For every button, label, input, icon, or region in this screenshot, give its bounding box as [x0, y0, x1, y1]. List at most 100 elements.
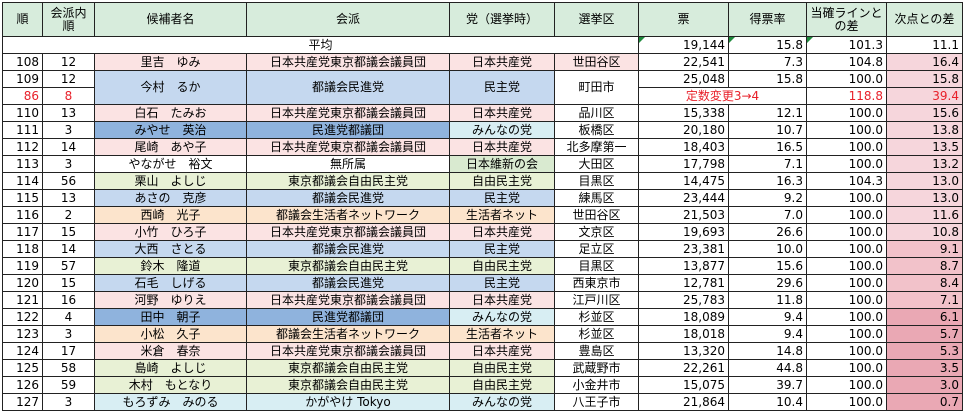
- col-rank: 順: [2, 2, 43, 37]
- header-row: 順 会派内順 候補者名 会派 党（選挙時） 選挙区 票 得票率 当確ラインとの差…: [2, 2, 963, 37]
- faction-cell: 都議会生活者ネットワーク: [246, 325, 450, 343]
- candidate-name: みやせ 英治: [94, 121, 247, 139]
- candidate-name: 尾崎 あや子: [94, 138, 247, 156]
- table-row: 112 14 尾崎 あや子 日本共産党東京都議会議員団 日本共産党 北多摩第一 18,403…: [2, 138, 963, 156]
- table-row: 116 2 西崎 光子 都議会生活者ネットワーク 生活者ネット 世田谷区 21,503 7.0…: [2, 206, 963, 224]
- line-diff-cell: 100.0: [806, 325, 887, 343]
- table-row: 115 13 あさの 克彦 都議会民進党 民主党 練馬区 23,444 9.2 100.0 13.…: [2, 189, 963, 207]
- rate-cell: 44.8: [728, 359, 807, 377]
- next-diff-cell: 15.8: [886, 70, 963, 88]
- rate-cell: 12.1: [728, 104, 807, 122]
- inner-rank-cell: 17: [42, 342, 95, 360]
- next-diff-cell: 8.7: [886, 257, 963, 275]
- col-votes: 票: [638, 2, 729, 37]
- faction-cell: 民進党都議団: [246, 308, 450, 326]
- party-cell: 日本共産党: [449, 291, 555, 309]
- line-diff-cell: 100.0: [806, 155, 887, 173]
- candidate-name: 西崎 光子: [94, 206, 247, 224]
- party-cell: 日本共産党: [449, 104, 555, 122]
- rank-cell: 120: [2, 274, 43, 292]
- party-cell: みんなの党: [449, 121, 555, 139]
- special-line-diff: 118.8: [806, 87, 887, 105]
- table-row: 109 12 今村 るか 都議会民進党 民主党 町田市 25,048 15.8 100.0 15.…: [2, 70, 963, 105]
- district-cell: 西東京市: [554, 274, 639, 292]
- table-row: 126 59 木村 もとなり 東京都議会自由民主党 自由民主党 小金井市 15,075 39.…: [2, 376, 963, 394]
- line-diff-cell: 100.0: [806, 240, 887, 258]
- faction-cell: 都議会民進党: [246, 70, 450, 105]
- party-cell: 自由民主党: [449, 172, 555, 190]
- col-next-diff: 次点との差: [886, 2, 963, 37]
- candidate-name: 白石 たみお: [94, 104, 247, 122]
- table-row: 122 4 田中 朝子 民進党都議団 みんなの党 杉並区 18,089 9.4 100.0 6.1: [2, 308, 963, 326]
- line-diff-cell: 100.0: [806, 359, 887, 377]
- average-votes: 19,144: [638, 36, 729, 54]
- special-next-diff: 39.4: [886, 87, 963, 105]
- rate-cell: 9.2: [728, 189, 807, 207]
- candidate-name: 大西 さとる: [94, 240, 247, 258]
- next-diff-cell: 11.6: [886, 206, 963, 224]
- col-candidate: 候補者名: [94, 2, 247, 37]
- rate-cell: 11.8: [728, 291, 807, 309]
- faction-cell: 無所属: [246, 155, 450, 173]
- district-cell: 練馬区: [554, 189, 639, 207]
- faction-cell: 日本共産党東京都議会議員団: [246, 223, 450, 241]
- rate-cell: 14.8: [728, 342, 807, 360]
- rate-cell: 39.7: [728, 376, 807, 394]
- faction-cell: 民進党都議団: [246, 121, 450, 139]
- line-diff-cell: 100.0: [806, 257, 887, 275]
- inner-rank-cell: 13: [42, 104, 95, 122]
- inner-rank-cell: 14: [42, 240, 95, 258]
- line-diff-cell: 100.0: [806, 393, 887, 411]
- rank-cell: 125: [2, 359, 43, 377]
- faction-cell: 日本共産党東京都議会議員団: [246, 342, 450, 360]
- average-row: 平均 19,144 15.8 101.3 11.1: [2, 36, 963, 54]
- votes-cell: 20,180: [638, 121, 729, 139]
- rate-cell: 7.0: [728, 206, 807, 224]
- party-cell: みんなの党: [449, 393, 555, 411]
- votes-cell: 17,798: [638, 155, 729, 173]
- col-district: 選挙区: [554, 2, 639, 37]
- rank-cell: 108: [2, 53, 43, 71]
- candidate-name: 島崎 よしじ: [94, 359, 247, 377]
- candidate-name: 木村 もとなり: [94, 376, 247, 394]
- rank-cell: 118: [2, 240, 43, 258]
- average-rate: 15.8: [728, 36, 807, 54]
- district-cell: 杉並区: [554, 325, 639, 343]
- rate-cell: 7.3: [728, 53, 807, 71]
- votes-cell: 15,075: [638, 376, 729, 394]
- col-line-diff: 当確ラインとの差: [806, 2, 887, 37]
- table-row: 123 3 小松 久子 都議会生活者ネットワーク 生活者ネット 杉並区 18,018 9.4 1…: [2, 325, 963, 343]
- faction-cell: 日本共産党東京都議会議員団: [246, 53, 450, 71]
- district-cell: 小金井市: [554, 376, 639, 394]
- votes-cell: 21,503: [638, 206, 729, 224]
- votes-cell: 23,381: [638, 240, 729, 258]
- votes-cell: 22,541: [638, 53, 729, 71]
- line-diff-cell: 100.0: [806, 342, 887, 360]
- line-diff-cell: 100.0: [806, 291, 887, 309]
- faction-cell: かがやけ Tokyo: [246, 393, 450, 411]
- candidate-name: 石毛 しげる: [94, 274, 247, 292]
- line-diff-cell: 100.0: [806, 104, 887, 122]
- line-diff-cell: 104.8: [806, 53, 887, 71]
- party-cell: 自由民主党: [449, 359, 555, 377]
- district-cell: 文京区: [554, 223, 639, 241]
- rank-cell: 124: [2, 342, 43, 360]
- candidate-name: 米倉 春奈: [94, 342, 247, 360]
- line-diff-cell: 100.0: [806, 376, 887, 394]
- votes-cell: 25,048: [638, 70, 729, 88]
- district-cell: 目黒区: [554, 172, 639, 190]
- faction-cell: 都議会民進党: [246, 240, 450, 258]
- next-diff-cell: 16.4: [886, 53, 963, 71]
- col-faction: 会派: [246, 2, 450, 37]
- votes-cell: 23,444: [638, 189, 729, 207]
- line-diff-cell: 100.0: [806, 223, 887, 241]
- rate-cell: 15.6: [728, 257, 807, 275]
- district-cell: 板橋区: [554, 121, 639, 139]
- average-label: 平均: [2, 36, 639, 54]
- faction-cell: 東京都議会自由民主党: [246, 359, 450, 377]
- votes-cell: 13,877: [638, 257, 729, 275]
- rank-cell: 116: [2, 206, 43, 224]
- table-row: 120 15 石毛 しげる 都議会民進党 民主党 西東京市 12,781 29.6 100.0 8…: [2, 274, 963, 292]
- inner-rank-cell: 15: [42, 274, 95, 292]
- col-party: 党（選挙時）: [449, 2, 555, 37]
